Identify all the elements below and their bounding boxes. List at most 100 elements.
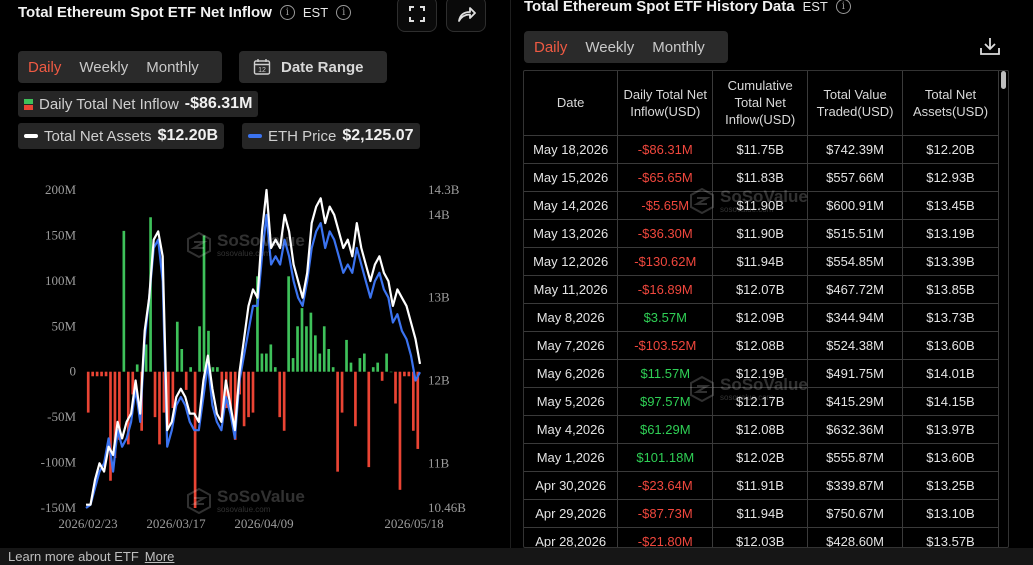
- col-date[interactable]: Date: [524, 71, 619, 136]
- inflow-bar-negative: [233, 371, 237, 440]
- cell-daily-inflow: $11.57M: [617, 359, 714, 388]
- tab-monthly[interactable]: Monthly: [652, 38, 705, 56]
- legend-assets[interactable]: Total Net Assets $12.20B: [18, 123, 225, 149]
- cell-cumulative: $12.09B: [712, 303, 809, 332]
- inflow-bar-negative: [158, 371, 161, 445]
- table-row[interactable]: May 1,2026 $101.18M $12.02B $555.87M $13.60B: [524, 443, 999, 472]
- date-range-button[interactable]: 12 Date Range: [239, 51, 387, 83]
- tab-daily[interactable]: Daily: [28, 58, 62, 76]
- info-icon[interactable]: i: [279, 5, 295, 20]
- cell-value-traded: $524.38M: [807, 331, 904, 360]
- inflow-swatch-icon: [24, 98, 33, 110]
- inflow-bar-positive: [322, 326, 326, 372]
- cell-cumulative: $12.19B: [712, 359, 809, 388]
- inflow-bar-negative: [153, 371, 157, 418]
- history-table-container[interactable]: Date Daily Total Net Inflow(USD) Cumulat…: [523, 70, 1009, 548]
- history-info-icon[interactable]: i: [835, 0, 851, 14]
- inflow-bar-positive: [300, 308, 304, 372]
- inflow-bar-positive: [216, 367, 219, 372]
- inflow-bar-negative: [109, 371, 112, 481]
- cell-cumulative: $11.90B: [712, 191, 809, 220]
- table-row[interactable]: May 11,2026 -$16.89M $12.07B $467.72M $13.85…: [524, 275, 999, 304]
- x-tick-label: 2026/03/17: [146, 516, 206, 531]
- y-left-tick-label: 200M: [45, 182, 77, 197]
- legend-inflow[interactable]: Daily Total Net Inflow -$86.31M: [18, 91, 259, 117]
- inflow-chart[interactable]: 200M 150M 100M 50M 0 -50M -100M -150M 14.3B 14B 13…: [0, 170, 510, 540]
- x-tick-label: 2026/05/18: [384, 516, 443, 531]
- cell-value-traded: $428.60M: [807, 527, 904, 547]
- legend-eth-price[interactable]: ETH Price $2,125.07: [242, 123, 420, 149]
- cell-daily-inflow: $97.57M: [617, 387, 714, 416]
- tab-daily[interactable]: Daily: [534, 38, 568, 56]
- y-left-tick-label: -50M: [47, 409, 76, 424]
- table-row[interactable]: Apr 30,2026 -$23.64M $11.91B $339.87M $13.25…: [524, 471, 999, 500]
- inflow-bar-negative: [403, 371, 406, 377]
- cell-cumulative: $11.75B: [712, 135, 809, 164]
- share-button[interactable]: [446, 0, 486, 32]
- cell-daily-inflow: $101.18M: [617, 443, 714, 472]
- col-net-assets[interactable]: Total Net Assets(USD): [902, 71, 999, 136]
- table-row[interactable]: Apr 28,2026 -$21.80M $12.03B $428.60M $13.57…: [524, 527, 999, 547]
- inflow-bar-positive: [175, 321, 179, 372]
- cell-date: May 4,2026: [524, 415, 619, 444]
- assets-swatch-icon: [24, 134, 38, 138]
- inflow-bar-negative: [247, 371, 250, 418]
- tab-weekly[interactable]: Weekly: [79, 58, 129, 76]
- timezone-info-icon[interactable]: i: [336, 5, 352, 20]
- table-row[interactable]: May 14,2026 -$5.65M $11.90B $600.91M $13.45B: [524, 191, 999, 220]
- table-row[interactable]: May 6,2026 $11.57M $12.19B $491.75M $14.01B: [524, 359, 999, 388]
- cell-net-assets: $13.60B: [902, 331, 999, 360]
- y-left-tick-label: 150M: [45, 227, 77, 242]
- inflow-bar-positive: [314, 335, 317, 372]
- table-row[interactable]: May 4,2026 $61.29M $12.08B $632.36M $13.97B: [524, 415, 999, 444]
- inflow-bar-negative: [91, 371, 95, 377]
- table-row[interactable]: May 8,2026 $3.57M $12.09B $344.94M $13.73B: [524, 303, 999, 332]
- cell-net-assets: $13.60B: [902, 443, 999, 472]
- legend-assets-value: $12.20B: [157, 127, 219, 144]
- col-value-traded[interactable]: Total Value Traded(USD): [807, 71, 904, 136]
- inflow-title-row: Total Ethereum Spot ETF Net Inflow i EST…: [18, 4, 352, 21]
- scrollbar-thumb[interactable]: [1001, 71, 1006, 89]
- cell-cumulative: $12.03B: [712, 527, 809, 547]
- y-left-tick-label: 50M: [51, 318, 76, 333]
- y-right-tick-label: 13B: [428, 290, 450, 305]
- fullscreen-button[interactable]: [397, 0, 437, 32]
- cell-date: Apr 30,2026: [524, 471, 619, 500]
- inflow-bar-positive: [291, 358, 295, 372]
- tab-weekly[interactable]: Weekly: [585, 38, 635, 56]
- table-row[interactable]: Apr 29,2026 -$87.73M $11.94B $750.67M $13.10…: [524, 499, 999, 528]
- inflow-bar-positive: [260, 353, 264, 372]
- inflow-bar-negative: [95, 371, 99, 377]
- inflow-bar-negative: [416, 371, 420, 449]
- inflow-bar-positive: [362, 353, 366, 372]
- tab-monthly[interactable]: Monthly: [146, 58, 199, 76]
- cell-daily-inflow: -$5.65M: [617, 191, 714, 220]
- table-row[interactable]: May 15,2026 -$65.65M $11.83B $557.66M $12.93…: [524, 163, 999, 192]
- table-row[interactable]: May 12,2026 -$130.62M $11.94B $554.85M $13.3…: [524, 247, 999, 276]
- table-body: May 18,2026 -$86.31M $11.75B $742.39M $12.20…: [524, 135, 999, 547]
- inflow-bar-negative: [220, 371, 224, 422]
- cell-date: May 5,2026: [524, 387, 619, 416]
- inflow-bar-negative: [411, 371, 415, 431]
- table-row[interactable]: May 13,2026 -$36.30M $11.90B $515.51M $13.19…: [524, 219, 999, 248]
- y-right-tick-label: 11B: [428, 455, 450, 470]
- legend-eth-value: $2,125.07: [342, 127, 414, 144]
- col-daily-inflow[interactable]: Daily Total Net Inflow(USD): [617, 71, 714, 136]
- cell-cumulative: $11.90B: [712, 219, 809, 248]
- table-header-row: Date Daily Total Net Inflow(USD) Cumulat…: [524, 71, 999, 136]
- history-timezone-label: EST: [802, 0, 828, 14]
- x-tick-label: 2026/04/09: [234, 516, 293, 531]
- inflow-bar-negative: [100, 371, 103, 377]
- table-row[interactable]: May 5,2026 $97.57M $12.17B $415.29M $14.15B: [524, 387, 999, 416]
- download-button[interactable]: [979, 36, 1001, 61]
- table-row[interactable]: May 7,2026 -$103.52M $12.08B $524.38M $13.60…: [524, 331, 999, 360]
- cell-value-traded: $515.51M: [807, 219, 904, 248]
- inflow-bar-negative: [354, 371, 357, 427]
- col-cumulative[interactable]: Cumulative Total Net Inflow(USD): [712, 71, 809, 136]
- cell-value-traded: $750.67M: [807, 499, 904, 528]
- inflow-bar-positive: [269, 344, 273, 372]
- table-row[interactable]: May 18,2026 -$86.31M $11.75B $742.39M $12.20…: [524, 135, 999, 164]
- inflow-bar-positive: [144, 344, 148, 372]
- footer-more-link[interactable]: More: [144, 549, 175, 564]
- cell-daily-inflow: -$86.31M: [617, 135, 714, 164]
